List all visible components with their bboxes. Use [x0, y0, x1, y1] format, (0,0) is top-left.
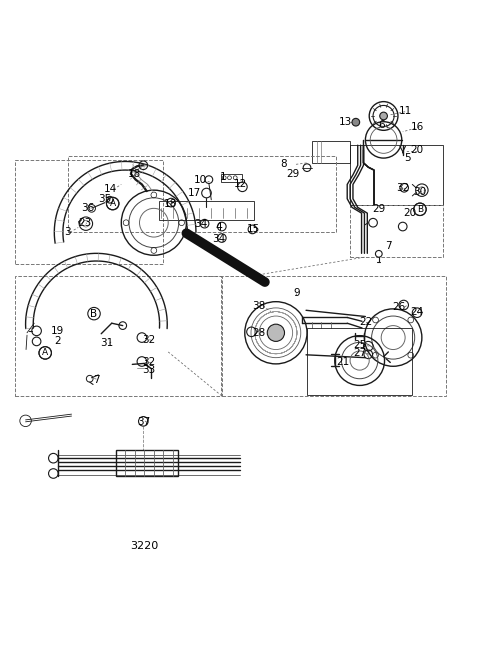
Text: 32: 32 — [143, 356, 156, 367]
Text: 1: 1 — [220, 172, 227, 182]
Text: 32: 32 — [143, 335, 156, 346]
Text: 26: 26 — [392, 302, 406, 312]
Text: 18: 18 — [164, 199, 177, 209]
Text: B: B — [417, 205, 423, 214]
Bar — [222, 276, 446, 396]
Text: 16: 16 — [410, 122, 424, 132]
Text: 3220: 3220 — [130, 541, 158, 551]
Text: 12: 12 — [233, 180, 247, 190]
Text: 34: 34 — [212, 234, 225, 244]
Text: 23: 23 — [78, 218, 91, 228]
Text: 20: 20 — [403, 208, 417, 218]
Text: 13: 13 — [339, 117, 352, 127]
Text: 34: 34 — [194, 218, 207, 229]
Text: 6: 6 — [378, 120, 384, 130]
Circle shape — [380, 112, 387, 120]
Bar — [312, 141, 350, 163]
Text: 24: 24 — [410, 307, 424, 317]
Text: 19: 19 — [50, 326, 64, 336]
Circle shape — [352, 118, 360, 126]
Text: 14: 14 — [104, 184, 118, 194]
Text: 7: 7 — [93, 375, 100, 384]
Bar — [15, 159, 163, 264]
Text: 10: 10 — [194, 174, 207, 184]
Text: 28: 28 — [252, 328, 266, 338]
Text: 5: 5 — [404, 153, 411, 163]
Text: 37: 37 — [138, 417, 151, 427]
Text: 11: 11 — [398, 106, 412, 115]
Text: 31: 31 — [100, 338, 114, 348]
Bar — [350, 145, 444, 205]
Text: 29: 29 — [286, 169, 299, 179]
Bar — [15, 276, 221, 396]
Text: 20: 20 — [410, 145, 424, 155]
Text: 9: 9 — [293, 287, 300, 298]
Text: 35: 35 — [98, 194, 112, 204]
Text: 17: 17 — [188, 188, 201, 198]
Text: 4: 4 — [215, 222, 222, 232]
Text: 15: 15 — [247, 224, 260, 234]
Text: B: B — [90, 308, 97, 319]
Text: 30: 30 — [413, 186, 426, 197]
Text: 32: 32 — [396, 183, 409, 194]
Text: 2: 2 — [54, 336, 60, 346]
Text: A: A — [42, 348, 48, 358]
Bar — [307, 328, 412, 395]
Circle shape — [267, 324, 285, 341]
Text: 33: 33 — [143, 365, 156, 375]
Text: 25: 25 — [353, 340, 366, 350]
Bar — [158, 201, 254, 220]
Bar — [221, 174, 242, 182]
Text: 18: 18 — [128, 169, 141, 179]
Text: 38: 38 — [252, 301, 266, 311]
Text: 22: 22 — [359, 318, 372, 327]
Text: 27: 27 — [353, 348, 366, 358]
Bar — [116, 450, 178, 476]
Bar — [68, 155, 336, 232]
Bar — [350, 205, 444, 257]
Text: 8: 8 — [280, 159, 287, 169]
Text: 21: 21 — [336, 356, 349, 367]
Text: 36: 36 — [81, 203, 95, 213]
Text: 29: 29 — [372, 204, 385, 215]
Text: 3: 3 — [64, 227, 71, 237]
Text: 7: 7 — [385, 241, 392, 251]
Text: A: A — [109, 199, 116, 208]
